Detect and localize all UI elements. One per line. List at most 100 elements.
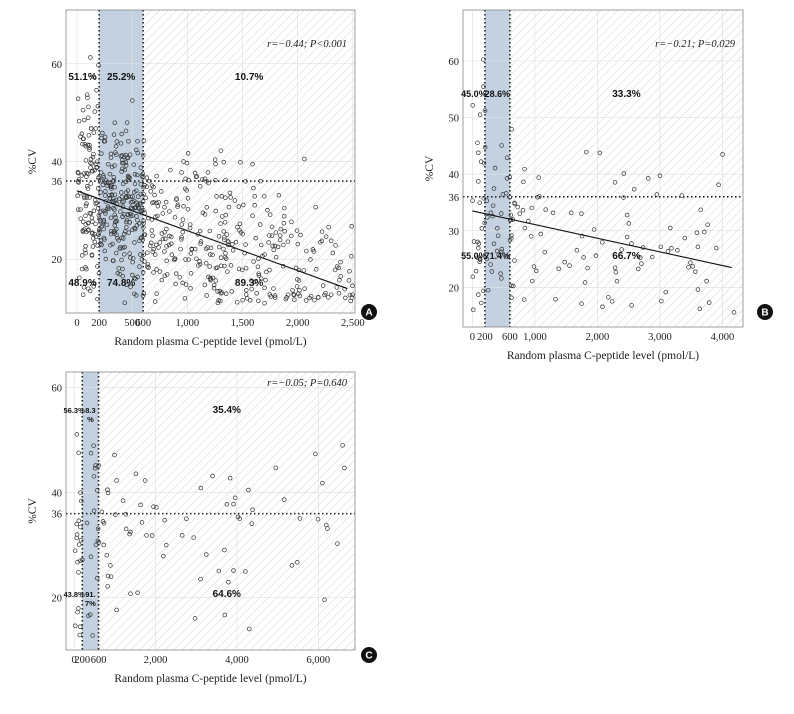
scatter-point [720,152,725,157]
region-percentage-top: 33.3% [612,89,640,100]
scatter-point [119,131,124,137]
scatter-point [200,210,206,216]
scatter-point [102,193,108,198]
scatter-point [243,179,248,184]
scatter-point [163,236,168,241]
scatter-point [281,220,287,226]
scatter-point [348,298,353,304]
scatter-point [119,169,124,174]
region-percentage-bottom: 71.4% [485,251,511,261]
scatter-point [624,234,630,240]
scatter-point [507,237,513,243]
scatter-point [78,490,83,495]
y-tick-label: 20 [52,594,63,605]
region-percentage-bottom: 48.9% [68,278,96,289]
scatter-point [137,200,143,206]
scatter-point [347,292,353,298]
scatter-point [192,246,198,252]
scatter-point [142,478,148,483]
scatter-point [123,128,129,134]
scatter-point [116,238,121,243]
scatter-point [105,584,110,589]
scatter-point [243,242,248,247]
scatter-point [482,108,488,113]
x-tick-label: 500 [124,318,140,329]
scatter-point [217,244,222,250]
scatter-point [124,225,129,230]
scatter-point [346,278,352,283]
scatter-point [244,287,249,293]
scatter-point [223,251,228,256]
scatter-point [112,219,118,225]
scatter-point [308,257,313,262]
scatter-point [80,141,85,147]
scatter-point [269,224,275,230]
scatter-point [108,184,114,189]
scatter-point [151,504,156,509]
scatter-point [250,213,255,218]
scatter-point [75,96,81,102]
scatter-point [149,240,154,246]
correlation-r: r=−0.05; [267,378,310,389]
scatter-point [123,163,129,168]
scatter-point [323,234,329,239]
scatter-point [228,195,233,200]
scatter-point [221,229,226,234]
scatter-point [504,155,510,160]
scatter-point [128,211,133,217]
scatter-point [91,74,97,79]
scatter-point [74,535,79,541]
scatter-point [272,293,278,298]
scatter-point [208,245,214,251]
scatter-point [198,241,203,246]
scatter-point [520,208,526,213]
scatter-point [135,138,140,144]
scatter-point [492,165,498,171]
scatter-point [91,130,97,135]
scatter-point [76,170,81,176]
scatter-point [93,463,98,468]
scatter-point [114,226,119,232]
scatter-point [255,264,261,269]
scatter-point [294,284,300,289]
scatter-point [80,557,85,563]
scatter-point [275,244,281,250]
scatter-point [535,195,540,200]
scatter-point [167,209,172,214]
scatter-point [81,136,86,142]
scatter-point [326,224,331,230]
scatter-point [132,205,138,211]
scatter-point [336,265,342,271]
scatter-point [89,168,95,174]
scatter-point [499,143,504,148]
scatter-point [337,277,342,283]
scatter-point [117,271,123,277]
scatter-point [202,282,208,288]
scatter-point [123,512,129,517]
scatter-point [509,283,514,289]
scatter-point [112,207,117,212]
scatter-point [112,163,117,168]
scatter-point [251,185,256,191]
scatter-point [663,289,669,295]
scatter-point [495,226,500,231]
x-tick-label: 200 [477,332,493,343]
y-tick-label: 40 [52,158,63,169]
scatter-point [319,229,325,234]
region-percentage-top: 35.4% [213,405,241,416]
hatched-region-above-600 [98,372,355,650]
scatter-point [108,563,113,568]
scatter-point [509,126,514,132]
scatter-point [697,306,703,312]
scatter-point [234,299,240,305]
scatter-point [119,157,125,163]
correlation-text: r=−0.44; P<0.001 [267,39,347,50]
scatter-point [574,248,580,253]
scatter-point [89,161,95,166]
scatter-point [585,265,590,271]
x-tick-label: 1,000 [523,332,547,343]
region-percentage-top: 10.7% [235,72,263,83]
scatter-point [105,490,111,496]
scatter-point [312,297,317,303]
scatter-point [124,282,129,287]
